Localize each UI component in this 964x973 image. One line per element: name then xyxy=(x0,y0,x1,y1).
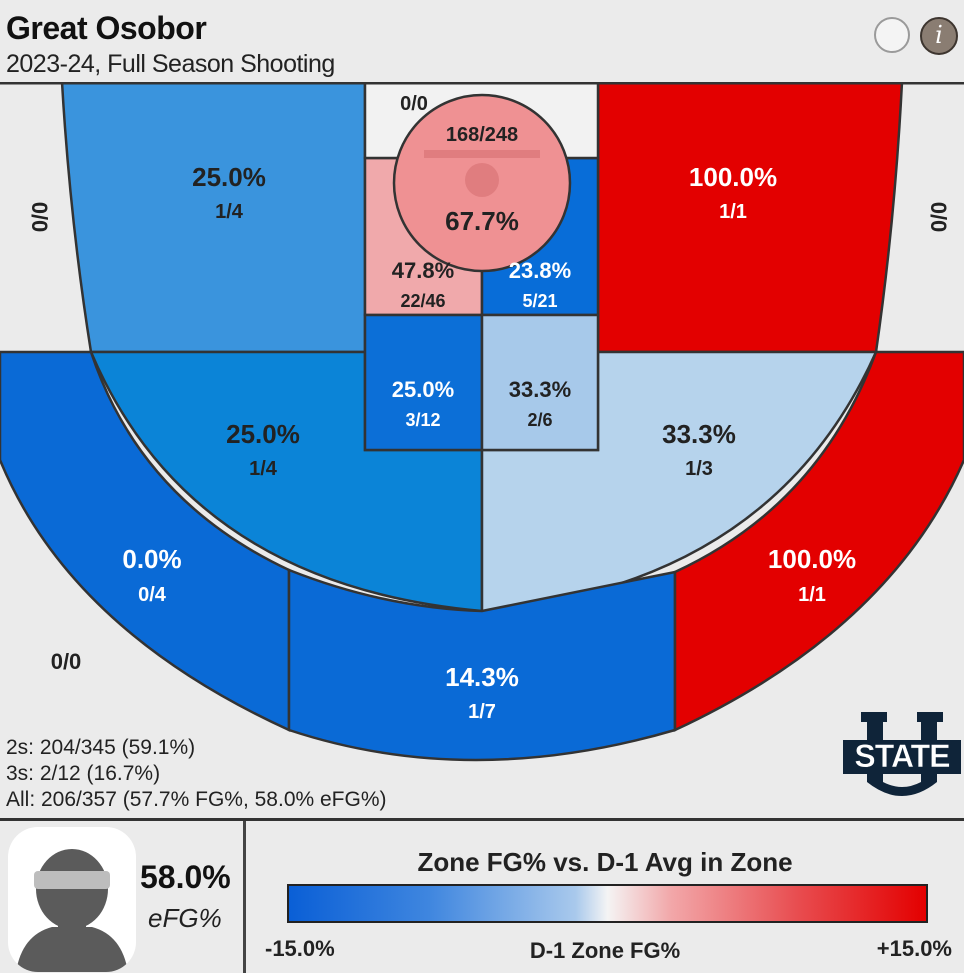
threes-total: 3s: 2/12 (16.7%) xyxy=(6,762,161,785)
zone-made-attempts-restricted-backcourt: 0/0 xyxy=(400,93,428,115)
zone-right-baseline-mid xyxy=(596,82,904,354)
zone-right-wing-three xyxy=(673,350,964,732)
zone-top-key-three xyxy=(287,568,677,762)
zone-made-attempts-top-key-three: 1/7 xyxy=(468,701,496,723)
logo-text: STATE xyxy=(854,738,950,774)
zone-made-attempts-right-corner-three: 0/0 xyxy=(926,202,951,233)
legend-max-label: +15.0% xyxy=(876,936,952,961)
zone-pct-left-wing-mid: 25.0% xyxy=(226,419,300,449)
shooting-totals: 2s: 204/345 (59.1%) 3s: 2/12 (16.7%) All… xyxy=(6,735,387,813)
zone-right-upper-paint xyxy=(480,313,600,452)
player-name: Great Osobor xyxy=(6,10,207,46)
chart-header: Great Osobor 2023-24, Full Season Shooti… xyxy=(0,0,964,82)
efg-label: eFG% xyxy=(148,903,222,933)
zone-made-attempts-right-wing-mid: 1/3 xyxy=(685,458,713,480)
zone-made-attempts-right-baseline-mid: 1/1 xyxy=(719,201,747,223)
legend-mid-label: D-1 Zone FG% xyxy=(529,938,681,963)
footer-divider xyxy=(243,821,246,973)
zone-pct-left-wing-three: 0.0% xyxy=(122,544,181,574)
season-label: 2023-24, Full Season Shooting xyxy=(6,50,335,78)
twos-total: 2s: 204/345 (59.1%) xyxy=(6,736,196,759)
zone-pct-right-wing-mid: 33.3% xyxy=(662,419,736,449)
zone-made-attempts-left-deep-three: 0/0 xyxy=(51,649,82,674)
zone-made-attempts-left-baseline-paint: 22/46 xyxy=(400,291,445,311)
zone-made-attempts-left-upper-paint: 3/12 xyxy=(405,410,440,430)
zone-pct-rim: 67.7% xyxy=(445,206,519,236)
zone-made-attempts-left-wing-mid: 1/4 xyxy=(249,458,278,480)
zone-pct-right-wing-three: 100.0% xyxy=(768,544,856,574)
zone-left-baseline-mid xyxy=(60,82,367,354)
zone-made-attempts-left-baseline-mid: 1/4 xyxy=(215,201,244,223)
shot-chart-court: 67.7% 168/248 47.8% 22/46 23.8% 5/21 25.0% 3/12… xyxy=(0,82,964,818)
zone-made-attempts-left-wing-three: 0/4 xyxy=(138,584,167,606)
zone-pct-left-upper-paint: 25.0% xyxy=(392,377,454,402)
toggle-button[interactable] xyxy=(874,17,910,53)
player-silhouette-icon xyxy=(8,827,136,972)
legend-title: Zone FG% vs. D-1 Avg in Zone xyxy=(417,847,793,877)
zones-layer xyxy=(0,82,964,762)
chart-footer: 58.0% eFG% Zone FG% vs. D-1 Avg in Zone … xyxy=(0,818,964,973)
zone-made-attempts-right-baseline-paint: 5/21 xyxy=(522,291,557,311)
color-scale-bar xyxy=(287,884,928,923)
efg-value: 58.0% xyxy=(140,859,231,895)
zone-pct-right-baseline-paint: 23.8% xyxy=(509,258,571,283)
zone-made-attempts-right-wing-three: 1/1 xyxy=(798,584,826,606)
zone-made-attempts-left-corner-three: 0/0 xyxy=(27,202,52,233)
marks-layer xyxy=(0,82,964,197)
zone-pct-right-upper-paint: 33.3% xyxy=(509,377,571,402)
hoop-mark xyxy=(465,163,499,197)
backboard-mark xyxy=(424,150,540,158)
info-icon[interactable]: i xyxy=(920,17,958,55)
zone-pct-left-baseline-paint: 47.8% xyxy=(392,258,454,283)
zone-made-attempts-right-upper-paint: 2/6 xyxy=(527,410,552,430)
zone-pct-right-baseline-mid: 100.0% xyxy=(689,162,777,192)
zone-made-attempts-rim: 168/248 xyxy=(446,124,518,146)
all-total: All: 206/357 (57.7% FG%, 58.0% eFG%) xyxy=(6,788,387,811)
zone-pct-top-key-three: 14.3% xyxy=(445,662,519,692)
utah-state-logo: STATE xyxy=(843,712,961,796)
labels-layer: 67.7% 168/248 47.8% 22/46 23.8% 5/21 25.0% 3/12… xyxy=(27,93,951,723)
legend-min-label: -15.0% xyxy=(265,936,335,961)
zone-pct-left-baseline-mid: 25.0% xyxy=(192,162,266,192)
